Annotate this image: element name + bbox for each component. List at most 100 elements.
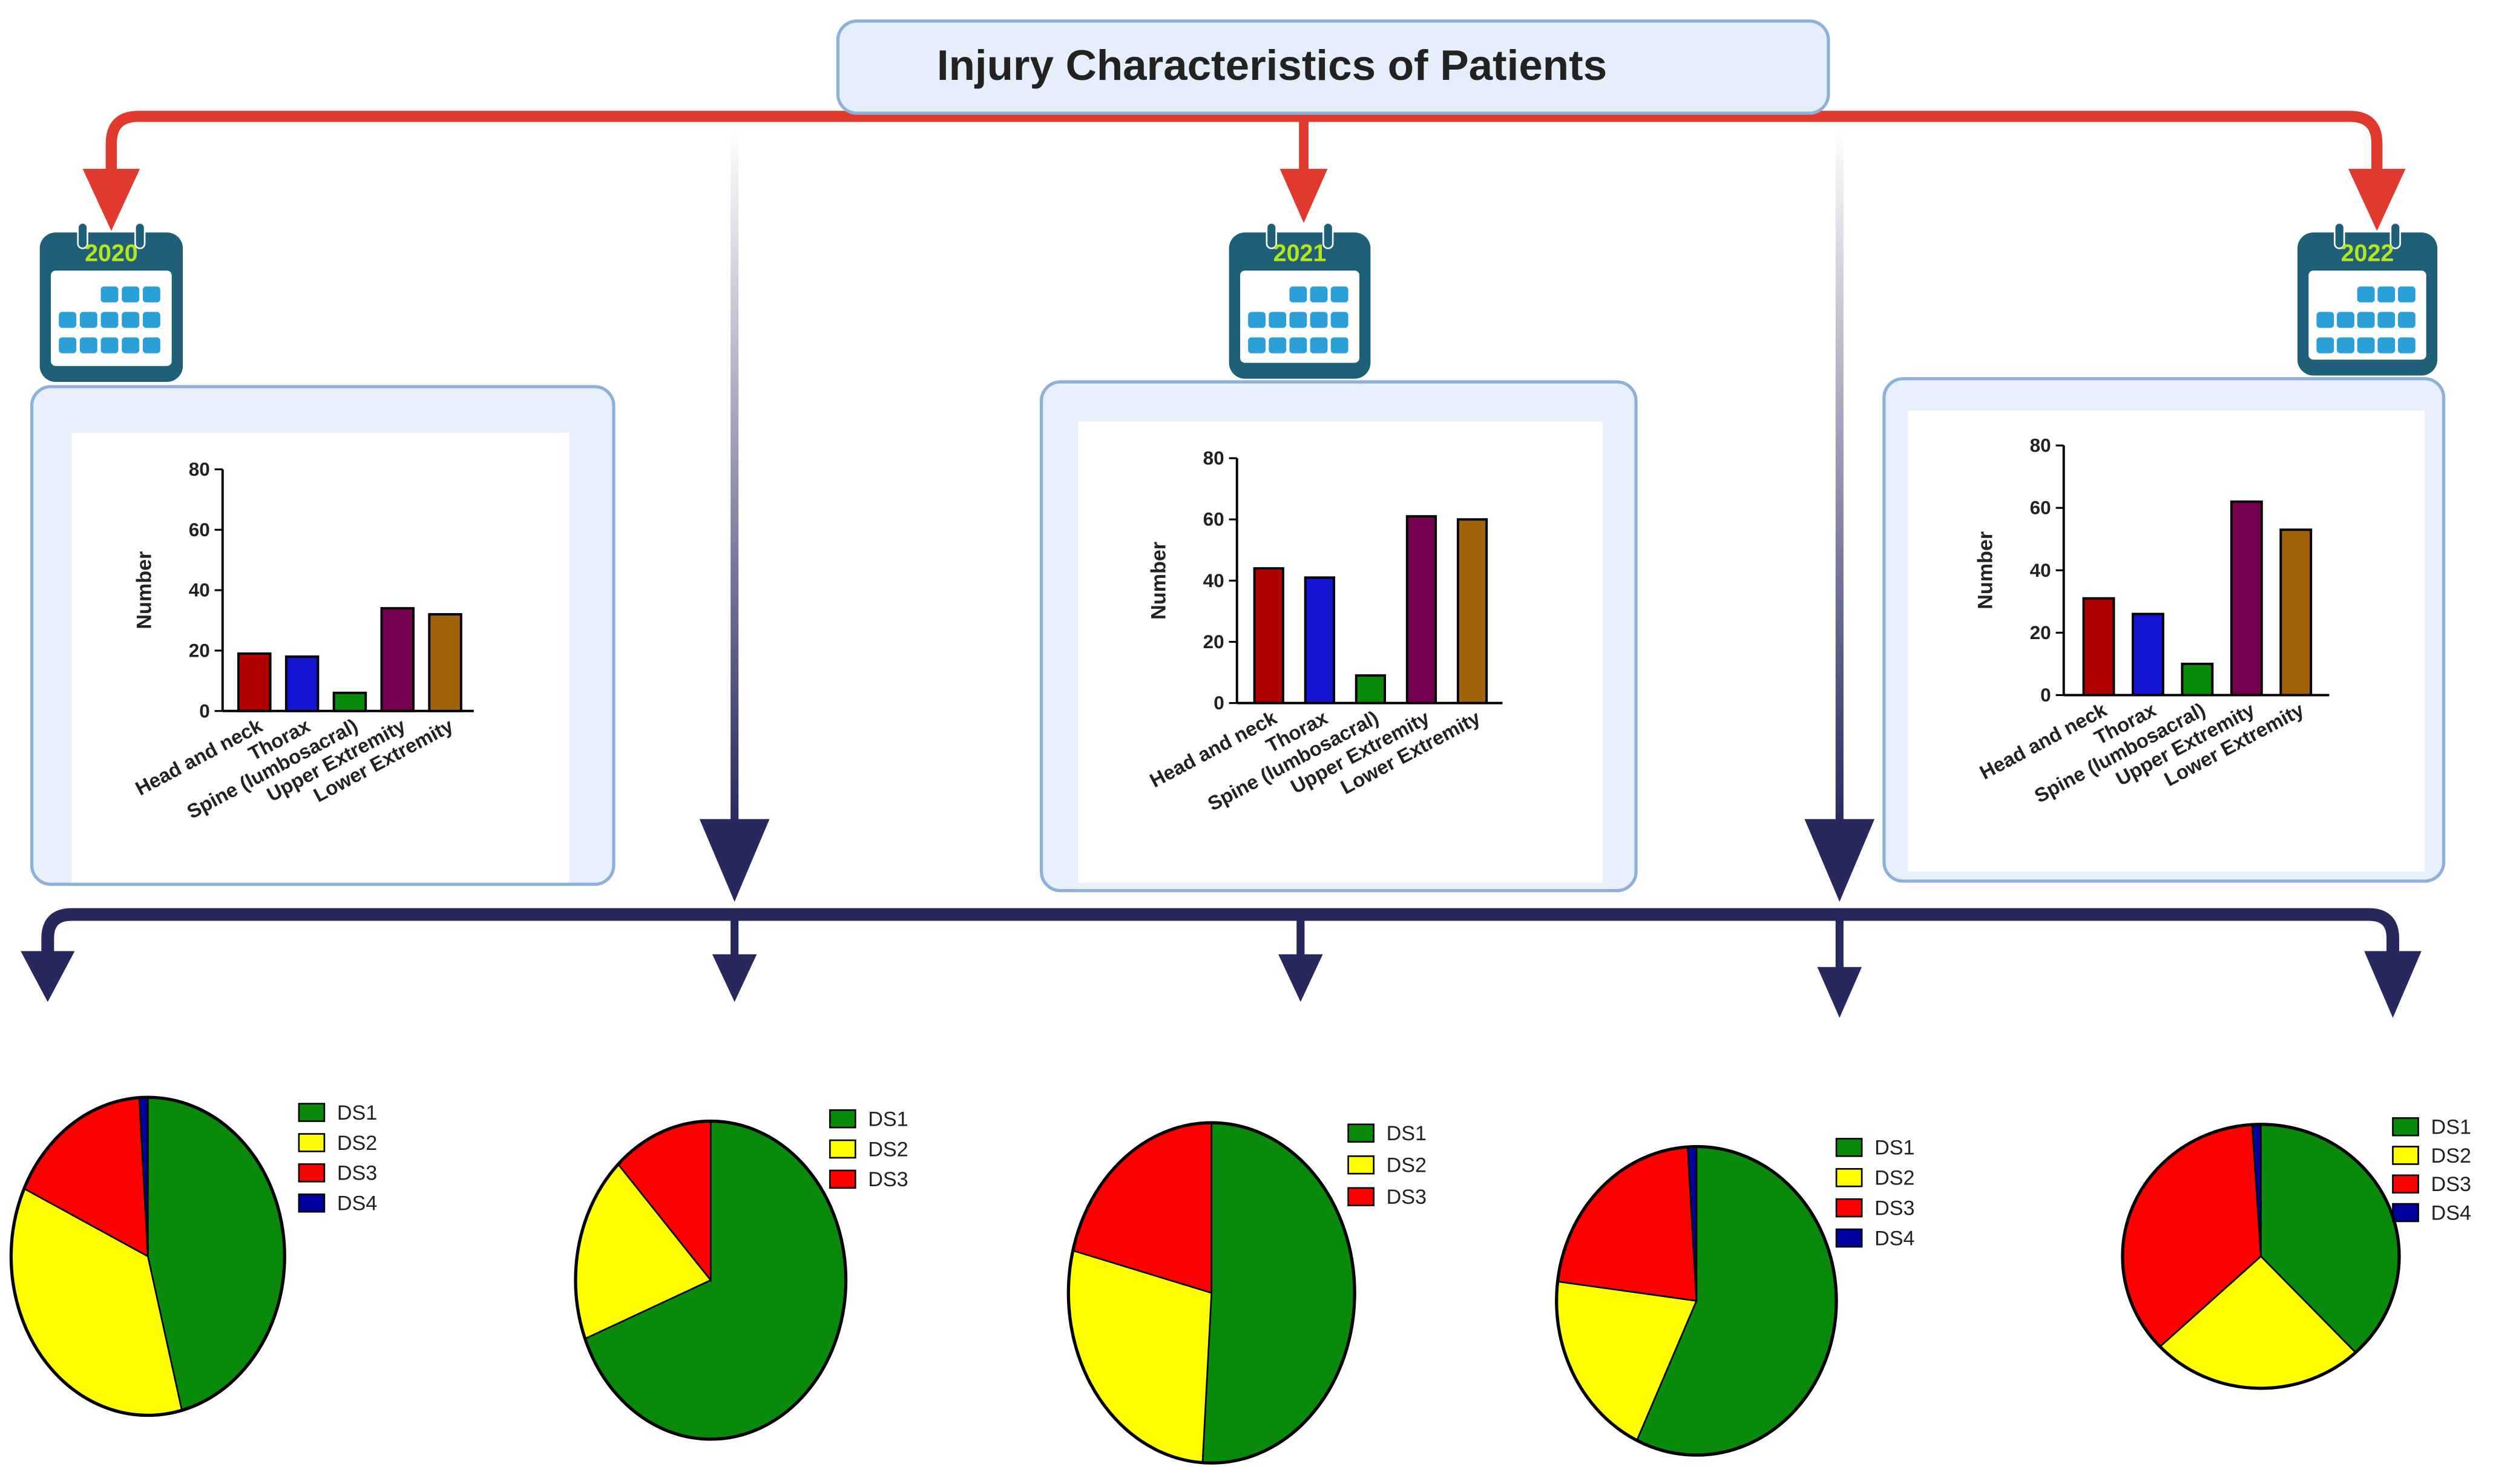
legend-swatch [298,1103,326,1122]
bar [1355,674,1387,704]
y-tick-label: 0 [2040,684,2051,706]
pie-slice [1557,1146,1698,1302]
legend-label: DS3 [337,1162,377,1185]
legend-label: DS2 [1387,1154,1427,1177]
legend-swatch [829,1109,856,1129]
y-tick-label: 40 [1203,570,1224,591]
calendar-day [1310,312,1328,328]
chart-area [1908,410,2425,872]
legend-swatch [2392,1174,2419,1194]
navy-arrowhead [1804,819,1875,902]
legend-swatch [829,1169,856,1189]
bar [1456,518,1488,704]
title: Injury Characteristics of Patients [937,42,1607,90]
chart-area [71,433,570,883]
calendar-day [1289,337,1307,353]
bar [2279,528,2313,697]
y-axis-label: Number [1148,542,1171,620]
y-tick-label: 60 [1203,508,1224,530]
calendar-year: 2021 [1273,240,1327,266]
calendar-day [2357,286,2375,303]
calendar-day [2377,286,2396,303]
calendar-ring [1322,222,1334,249]
legend-label: DS1 [1387,1122,1427,1145]
y-tick-label: 80 [2030,435,2051,456]
legend-swatch [829,1139,856,1159]
calendar-day [122,312,140,328]
calendar-day [1248,337,1266,353]
calendar-day [2377,337,2396,353]
bar [2230,500,2263,697]
y-tick-label: 20 [1203,631,1224,652]
calendar-day [100,337,119,353]
legend-swatch [1835,1168,1863,1187]
calendar-day [2377,312,2396,328]
pie-outline [9,1095,286,1417]
y-tick-label: 80 [189,458,210,480]
calendar-day [2337,312,2354,328]
legend-label: DS1 [2431,1116,2471,1139]
red-arrowhead [82,168,140,231]
calendar-day [142,312,160,328]
calendar-ring [2390,222,2401,249]
calendar-day [1269,337,1287,353]
navy-arrowhead [21,951,75,1002]
legend-label: DS4 [1874,1227,1914,1250]
y-tick-label: 20 [2030,622,2051,643]
legend-label: DS2 [868,1138,908,1161]
legend-label: DS3 [2431,1173,2471,1196]
calendar-day [142,337,160,353]
bar [380,607,415,712]
calendar-day [1310,337,1328,353]
calendar-day [100,286,119,303]
bar [1304,576,1335,704]
legend-label: DS4 [2431,1201,2471,1224]
legend-label: DS3 [1874,1197,1914,1220]
legend-label: DS3 [1387,1186,1427,1209]
navy-arrowhead [1817,967,1862,1018]
navy-arrowhead [712,954,757,1002]
calendar-year: 2020 [85,240,138,266]
legend-label: DS1 [1874,1137,1914,1160]
bar [428,613,462,712]
y-axis-label: Number [1974,531,1997,609]
legend-swatch [2392,1117,2419,1137]
calendar-day [1248,312,1266,328]
title-box [836,19,1830,115]
calendar-day [2337,337,2354,353]
calendar-day [1289,312,1307,328]
calendar-day [1310,286,1328,303]
calendar-day [59,312,77,328]
legend-swatch [298,1163,326,1183]
calendar-day [122,337,140,353]
calendar-day [2357,312,2375,328]
y-tick-label: 60 [189,519,210,540]
red-connector [105,111,2383,215]
legend-swatch [1835,1138,1863,1157]
calendar-day [2397,312,2416,328]
bar [237,652,272,712]
y-tick-label: 20 [189,639,210,661]
pie-outline [2121,1123,2401,1390]
legend-swatch [1347,1187,1375,1207]
calendar-day [1330,312,1348,328]
bar [2181,662,2214,697]
legend-swatch [1347,1155,1375,1175]
y-tick-label: 40 [2030,559,2051,581]
calendar-day [1330,337,1348,353]
calendar-day [59,337,77,353]
calendar-day [1330,286,1348,303]
legend-swatch [1347,1123,1375,1143]
legend-swatch [298,1133,326,1152]
bar [2132,612,2164,697]
navy-arrowhead [1278,954,1323,1002]
calendar-day [2397,286,2416,303]
legend-label: DS3 [868,1168,908,1191]
legend-label: DS4 [337,1192,377,1215]
calendar-day [2357,337,2375,353]
pie-slice [1201,1121,1356,1464]
red-arrowhead [1279,168,1328,223]
legend-label: DS2 [2431,1144,2471,1167]
